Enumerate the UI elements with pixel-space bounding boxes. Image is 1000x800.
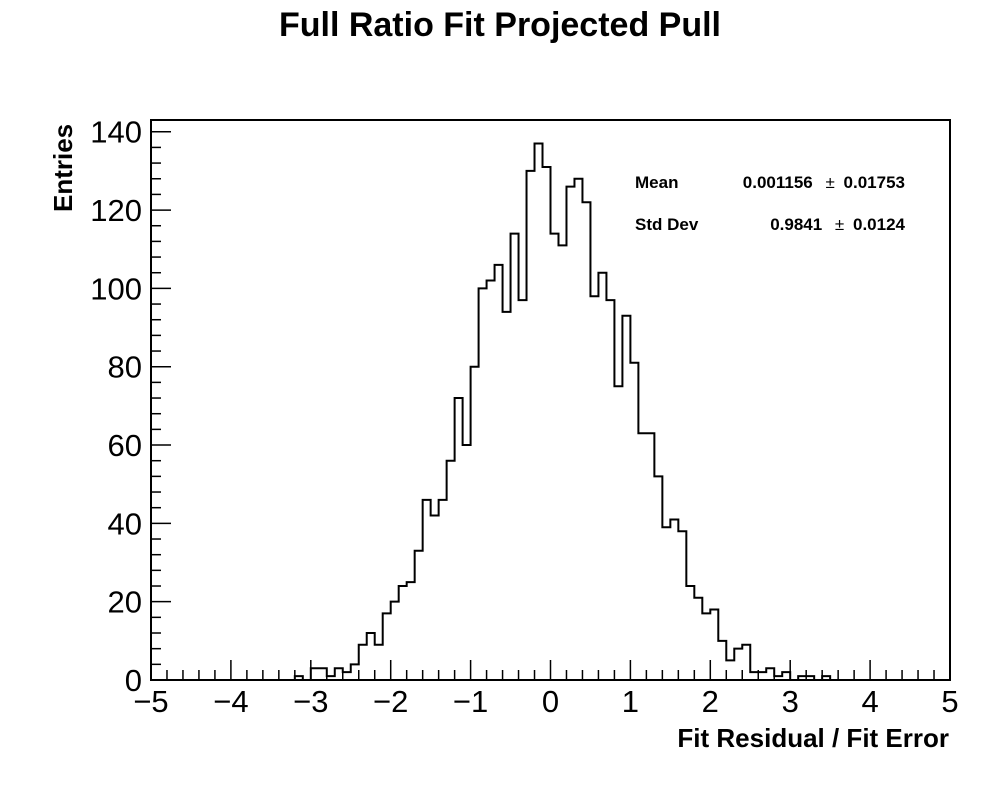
x-tick-label: −4: [213, 684, 248, 719]
histogram-bin: [351, 664, 359, 680]
histogram-bin: [694, 598, 702, 680]
y-tick-label: 80: [108, 350, 142, 385]
histogram-bin: [503, 312, 511, 680]
histogram-bin: [558, 245, 566, 680]
histogram-bin: [551, 234, 559, 680]
histogram-bin: [590, 296, 598, 680]
stats-stddev-label: Std Dev: [635, 215, 699, 234]
histogram-bin: [343, 672, 351, 680]
y-tick-label: 140: [90, 115, 142, 150]
y-tick-label: 120: [90, 193, 142, 228]
histogram-bin: [455, 398, 463, 680]
histogram-bin: [726, 660, 734, 680]
histogram-bin: [758, 672, 766, 680]
stats-box: Mean 0.001156 ± 0.01753 Std Dev 0.9841 ±…: [635, 173, 906, 234]
histogram-bin: [447, 461, 455, 680]
histogram-bin: [367, 633, 375, 680]
x-tick-label: 4: [861, 684, 878, 719]
x-axis-tick-labels: −5 −4 −3 −2 −1 0 1 2 3 4 5: [133, 684, 958, 719]
histogram-bin: [359, 645, 367, 680]
x-tick-label: 0: [542, 684, 559, 719]
x-tick-label: 3: [782, 684, 799, 719]
histogram-bin: [622, 316, 630, 680]
stats-mean-number: 0.001156: [743, 173, 813, 192]
y-tick-label: 20: [108, 585, 142, 620]
histogram-bin: [311, 668, 319, 680]
histogram-bin: [574, 179, 582, 680]
histogram-bin: [319, 668, 327, 680]
y-tick-label: 100: [90, 271, 142, 306]
x-axis-ticks: [150, 660, 951, 680]
y-axis-title: Entries: [48, 124, 78, 212]
stats-pm-symbol: ±: [825, 173, 834, 192]
stats-mean-value: 0.001156 ± 0.01753: [743, 173, 905, 192]
stats-pm-symbol: ±: [835, 215, 844, 234]
histogram-bin: [638, 433, 646, 680]
x-tick-label: 5: [941, 684, 958, 719]
histogram-bin: [566, 187, 574, 680]
x-tick-label: −5: [133, 684, 168, 719]
y-tick-label: 40: [108, 506, 142, 541]
histogram-bins: [295, 143, 830, 680]
histogram-bin: [630, 363, 638, 680]
histogram-bin: [511, 234, 519, 680]
x-tick-label: −3: [293, 684, 328, 719]
histogram-series-line: [151, 142, 950, 681]
histogram-bin: [535, 143, 543, 680]
histogram-bin: [598, 273, 606, 680]
stats-stddev-error: 0.0124: [853, 215, 906, 234]
chart-title: Full Ratio Fit Projected Pull: [279, 6, 721, 44]
histogram-bin: [527, 171, 535, 680]
histogram-bin: [654, 476, 662, 680]
x-tick-label: −1: [453, 684, 488, 719]
histogram-bin: [734, 649, 742, 680]
histogram-bin: [710, 610, 718, 680]
histogram-bin: [582, 202, 590, 680]
histogram-bin: [487, 281, 495, 680]
histogram-bin: [614, 386, 622, 680]
stats-stddev-value: 0.9841 ± 0.0124: [770, 215, 905, 234]
histogram-bin: [543, 167, 551, 680]
histogram-bin: [335, 668, 343, 680]
histogram-bin: [391, 602, 399, 680]
histogram-bin: [519, 300, 527, 680]
x-tick-label: −2: [373, 684, 408, 719]
histogram-bin: [423, 500, 431, 680]
stats-mean-error: 0.01753: [844, 173, 905, 192]
histogram-bin: [439, 500, 447, 680]
histogram-bin: [399, 586, 407, 680]
histogram-bin: [375, 645, 383, 680]
histogram-bin: [678, 531, 686, 680]
histogram-bin: [431, 516, 439, 680]
histogram-bin: [782, 672, 790, 680]
histogram-bin: [702, 613, 710, 680]
histogram-bin: [646, 433, 654, 680]
y-axis-tick-labels: 0 20 40 60 80 100 120 140: [90, 115, 142, 698]
y-tick-label: 60: [108, 428, 142, 463]
histogram-bin: [742, 645, 750, 680]
histogram-bin: [670, 519, 678, 680]
histogram-bin: [415, 551, 423, 680]
histogram-bin: [750, 672, 758, 680]
histogram-bin: [606, 300, 614, 680]
histogram-bin: [471, 367, 479, 680]
x-axis-title: Fit Residual / Fit Error: [677, 723, 949, 753]
x-tick-label: 2: [702, 684, 719, 719]
x-tick-label: 1: [622, 684, 639, 719]
stats-mean-label: Mean: [635, 173, 678, 192]
histogram-bin: [407, 582, 415, 680]
histogram-bin: [718, 641, 726, 680]
histogram-bin: [463, 445, 471, 680]
histogram-bin: [479, 288, 487, 680]
histogram-bin: [766, 668, 774, 680]
y-tick-label: 0: [125, 663, 142, 698]
stats-stddev-number: 0.9841: [770, 215, 822, 234]
histogram-bin: [686, 586, 694, 680]
histogram-bin: [662, 527, 670, 680]
histogram-bin: [495, 265, 503, 680]
y-axis-ticks: [151, 130, 171, 681]
histogram-bin: [383, 613, 391, 680]
